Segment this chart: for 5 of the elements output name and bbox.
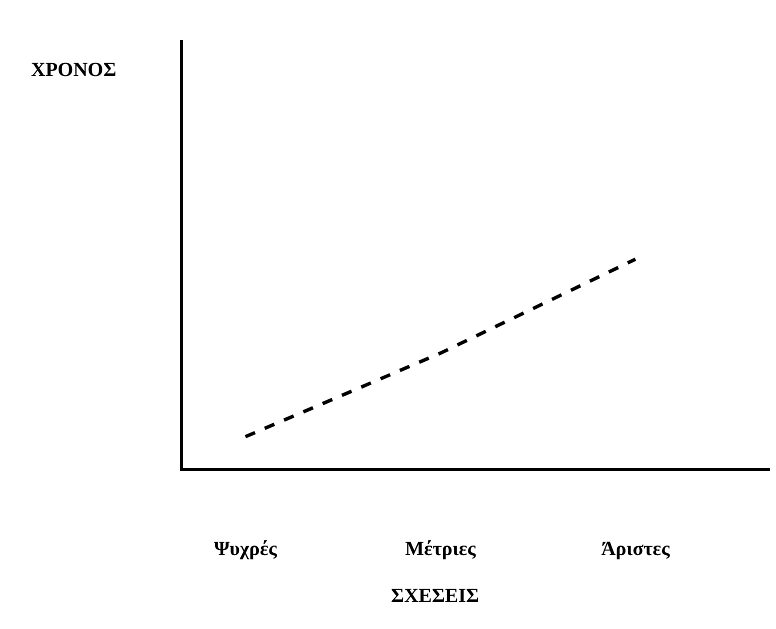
x-tick-label: Ψυχρές (214, 538, 278, 560)
x-axis-title: ΣΧΕΣΕΙΣ (391, 585, 480, 607)
x-tick-label: Άριστες (601, 538, 670, 560)
x-tick-label: Μέτριες (405, 538, 476, 560)
text: ΧΡΟΝΟΣ (31, 59, 116, 81)
